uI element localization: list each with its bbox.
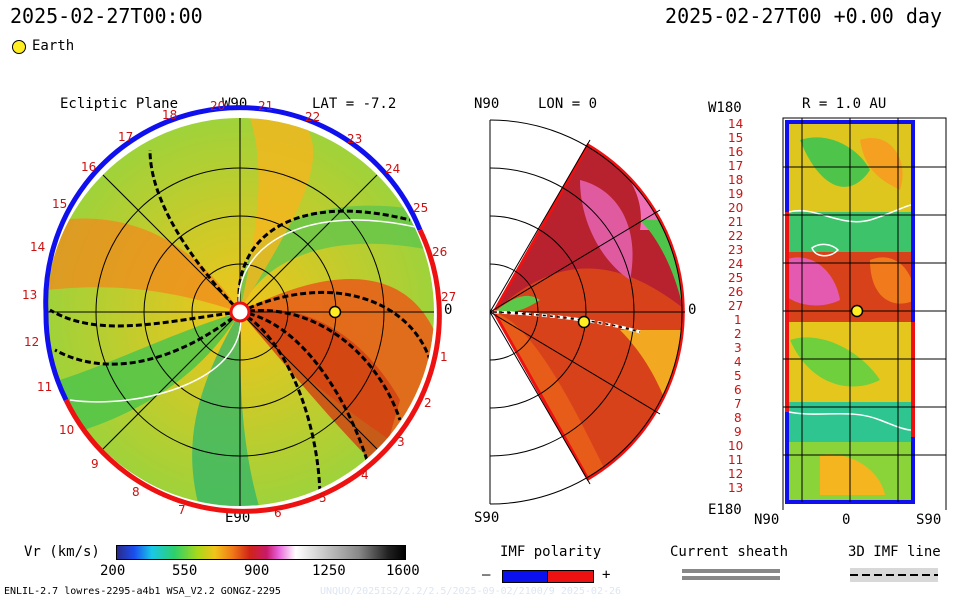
sector-number: 4 [361, 468, 369, 482]
sector-number: 8 [132, 485, 140, 499]
colorbar-label: Vr (km/s) [24, 544, 100, 560]
earth-legend-label: Earth [32, 38, 75, 54]
sector-number: 9 [91, 457, 99, 471]
imf-line-title: 3D IMF line [848, 544, 941, 560]
footer-left: ENLIL-2.7 lowres-2295-a4b1 WSA_V2.2 GONG… [4, 586, 281, 597]
sector-number: 21 [258, 99, 273, 113]
r-panel-map: 14 15 16 17 18 19 20 21 22 23 24 25 26 2… [728, 117, 947, 510]
colorbar-tick: 550 [172, 563, 198, 579]
r-y-label: 21 [728, 215, 743, 229]
meridional-top-label: N90 [474, 96, 500, 112]
datetime-left: 2025-02-27T00:00 [10, 4, 203, 28]
footer-right: UNQUO/2025IS2/2.2/2.5/2025-09-02/2100/9 … [320, 586, 622, 597]
r-panel-x-right: S90 [916, 512, 942, 528]
r-y-label: 22 [728, 229, 743, 243]
current-sheath-title: Current sheath [670, 544, 789, 560]
imf-positive-swatch [547, 570, 594, 583]
ecliptic-right-label: 0 [444, 302, 453, 318]
r-y-label: 18 [728, 173, 743, 187]
ecliptic-title: Ecliptic Plane [60, 96, 179, 112]
colorbar-tick: 1600 [386, 563, 420, 579]
datetime-right: 2025-02-27T00 +0.00 day [665, 4, 942, 28]
sector-number: 6 [274, 506, 282, 520]
current-sheath-line-top [682, 569, 780, 573]
r-y-label: 17 [728, 159, 743, 173]
r-y-label: 26 [728, 285, 743, 299]
r-y-label: 12 [728, 467, 743, 481]
r-y-label: 15 [728, 131, 743, 145]
sector-number: 13 [22, 288, 37, 302]
imf-polarity-title: IMF polarity [500, 544, 602, 560]
ecliptic-plane-map: 20 21 22 23 24 25 26 27 1 2 3 4 5 6 7 8 … [22, 99, 456, 520]
r-y-label: 7 [734, 397, 742, 411]
imf-negative-swatch [502, 570, 549, 583]
r-y-label: 2 [734, 327, 742, 341]
r-y-label: 9 [734, 425, 742, 439]
r-panel-bottom-left: E180 [708, 502, 742, 518]
r-panel-x-mid: 0 [842, 512, 851, 528]
r-panel-title: R = 1.0 AU [802, 96, 887, 112]
sector-number: 23 [347, 132, 362, 146]
imf-line-swatch [850, 568, 938, 582]
r-y-label: 20 [728, 201, 743, 215]
sector-number: 15 [52, 197, 67, 211]
sector-number: 2 [424, 396, 432, 410]
r-y-label: 5 [734, 369, 742, 383]
r-y-label: 6 [734, 383, 742, 397]
r-y-label: 27 [728, 299, 743, 313]
sector-number: 1 [440, 350, 448, 364]
colorbar-tick: 200 [100, 563, 126, 579]
imf-minus-label: – [482, 567, 491, 583]
r-y-label: 4 [734, 355, 742, 369]
sector-number: 22 [305, 110, 320, 124]
r-y-label: 16 [728, 145, 743, 159]
r-y-label: 11 [728, 453, 743, 467]
imf-plus-label: + [602, 567, 611, 583]
colorbar-tick: 1250 [312, 563, 346, 579]
colorbar-tick: 900 [244, 563, 270, 579]
sector-number: 25 [413, 201, 428, 215]
ecliptic-bottom-label: E90 [225, 510, 251, 526]
sector-number: 18 [162, 108, 177, 122]
r-y-label: 3 [734, 341, 742, 355]
current-sheath-line-bottom [682, 576, 780, 580]
r-panel-top-left: W180 [708, 100, 742, 116]
r-y-label: 23 [728, 243, 743, 257]
sector-number: 14 [30, 240, 45, 254]
vr-colorbar [116, 545, 406, 560]
sector-number: 10 [59, 423, 74, 437]
sector-number: 17 [118, 130, 133, 144]
sector-number: 11 [37, 380, 52, 394]
sector-number: 27 [441, 290, 456, 304]
r-y-label: 14 [728, 117, 743, 131]
meridional-bottom-label: S90 [474, 510, 500, 526]
r-y-label: 1 [734, 313, 742, 327]
sector-number: 12 [24, 335, 39, 349]
sector-number: 26 [432, 245, 447, 259]
r-y-label: 10 [728, 439, 743, 453]
sector-number: 20 [210, 99, 225, 113]
r-y-label: 8 [734, 411, 742, 425]
sector-number: 7 [178, 503, 186, 517]
meridional-lon-label: LON = 0 [538, 96, 598, 112]
r-y-label: 13 [728, 481, 743, 495]
meridional-right-label: 0 [688, 302, 697, 318]
r-y-label: 25 [728, 271, 743, 285]
r-y-label: 19 [728, 187, 743, 201]
sector-number: 5 [319, 491, 327, 505]
sector-number: 3 [397, 435, 405, 449]
sector-number: 24 [385, 162, 400, 176]
r-y-label: 24 [728, 257, 743, 271]
earth-marker-icon [12, 40, 26, 54]
meridional-plane-map [489, 119, 685, 505]
sector-number: 16 [81, 160, 96, 174]
r-panel-x-left: N90 [754, 512, 780, 528]
ecliptic-lat-label: LAT = -7.2 [312, 96, 397, 112]
